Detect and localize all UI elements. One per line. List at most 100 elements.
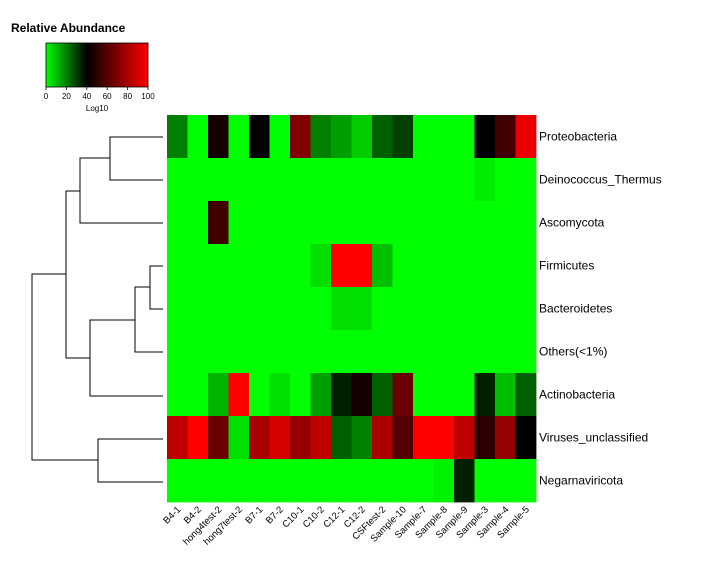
heatmap-cell bbox=[269, 201, 291, 245]
heatmap-cell bbox=[495, 373, 516, 417]
heatmap-cell bbox=[392, 158, 414, 202]
row-label: Viruses_unclassified bbox=[539, 431, 648, 445]
heatmap-cell bbox=[331, 459, 352, 503]
heatmap-cell bbox=[433, 244, 455, 288]
heatmap-cell bbox=[310, 459, 332, 503]
heatmap-cell bbox=[413, 201, 434, 245]
heatmap-cell bbox=[351, 158, 373, 202]
heatmap-cell bbox=[269, 115, 291, 159]
column-label: B4-1 bbox=[161, 504, 183, 526]
heatmap-cell bbox=[228, 416, 250, 460]
color-legend: Relative Abundance 0 20 40 60 80 100 Log10 bbox=[11, 21, 155, 113]
row-label: Bacteroidetes bbox=[539, 302, 612, 316]
dendrogram-branch bbox=[65, 190, 90, 359]
heatmap-cell bbox=[228, 287, 250, 331]
heatmap-cell bbox=[310, 287, 332, 331]
heatmap-cell bbox=[167, 201, 188, 245]
heatmap-cell bbox=[454, 416, 475, 460]
dendrogram-branch bbox=[97, 438, 163, 483]
heatmap-cell bbox=[187, 244, 209, 288]
heatmap-cell bbox=[228, 201, 250, 245]
heatmap-cell bbox=[372, 287, 393, 331]
heatmap-cell bbox=[249, 330, 270, 374]
heatmap-cell bbox=[433, 115, 455, 159]
heatmap-cell bbox=[372, 459, 393, 503]
heatmap-cell bbox=[392, 330, 414, 374]
heatmap-cell bbox=[269, 158, 291, 202]
heatmap-cell bbox=[331, 115, 352, 159]
column-label: C10-2 bbox=[301, 504, 327, 530]
heatmap-cell bbox=[474, 416, 496, 460]
legend-title: Relative Abundance bbox=[11, 21, 126, 35]
heatmap-cell bbox=[433, 416, 455, 460]
heatmap-cell bbox=[187, 416, 209, 460]
heatmap-cell bbox=[228, 330, 250, 374]
row-label: Actinobacteria bbox=[539, 388, 615, 402]
heatmap-cell bbox=[310, 330, 332, 374]
heatmap-cell bbox=[413, 115, 434, 159]
heatmap-cell bbox=[413, 287, 434, 331]
heatmap-cell bbox=[310, 115, 332, 159]
heatmap-cell bbox=[331, 158, 352, 202]
heatmap-cell bbox=[495, 459, 516, 503]
heatmap-cell bbox=[331, 416, 352, 460]
heatmap-cell bbox=[249, 459, 270, 503]
heatmap-cell bbox=[167, 416, 188, 460]
heatmap-cell bbox=[392, 459, 414, 503]
heatmap-cell bbox=[228, 115, 250, 159]
heatmap-cell bbox=[515, 201, 537, 245]
heatmap-cell bbox=[433, 459, 455, 503]
heatmap-cell bbox=[187, 373, 209, 417]
heatmap-cell bbox=[310, 158, 332, 202]
heatmap-cell bbox=[249, 158, 270, 202]
column-labels: B4-1B4-2hong4test-2hong7test-2B7-1B7-2C1… bbox=[161, 504, 531, 547]
heatmap-cell bbox=[310, 373, 332, 417]
heatmap-cell bbox=[269, 287, 291, 331]
heatmap-cell bbox=[167, 373, 188, 417]
heatmap-cell bbox=[208, 330, 229, 374]
heatmap-cell bbox=[167, 244, 188, 288]
heatmap-cell bbox=[228, 373, 250, 417]
heatmap-cell bbox=[310, 416, 332, 460]
heatmap-cell bbox=[433, 158, 455, 202]
heatmap-cell bbox=[474, 330, 496, 374]
heatmap-cell bbox=[290, 115, 311, 159]
heatmap-cell bbox=[310, 244, 332, 288]
dendrogram-branch bbox=[89, 319, 163, 397]
heatmap-cell bbox=[249, 115, 270, 159]
heatmap-cell bbox=[372, 115, 393, 159]
heatmap-cell bbox=[167, 115, 188, 159]
column-label: C12-1 bbox=[321, 504, 347, 530]
heatmap-cell bbox=[331, 201, 352, 245]
heatmap-cell bbox=[208, 459, 229, 503]
heatmap-cell bbox=[351, 244, 373, 288]
heatmap-cell bbox=[515, 244, 537, 288]
heatmap-cell bbox=[249, 287, 270, 331]
heatmap-cell bbox=[269, 330, 291, 374]
row-label: Deinococcus_Thermus bbox=[539, 173, 662, 187]
heatmap-cell bbox=[433, 373, 455, 417]
heatmap-cell bbox=[167, 330, 188, 374]
heatmap-cell bbox=[208, 416, 229, 460]
legend-tick-label: 60 bbox=[103, 92, 112, 101]
heatmap-cell bbox=[454, 373, 475, 417]
heatmap-cell bbox=[351, 201, 373, 245]
heatmap-cell bbox=[515, 416, 537, 460]
heatmap-cell bbox=[208, 373, 229, 417]
heatmap-cell bbox=[351, 287, 373, 331]
row-label: Negarnaviricota bbox=[539, 474, 623, 488]
heatmap-cell bbox=[269, 373, 291, 417]
heatmap-cell bbox=[495, 330, 516, 374]
heatmap-cell bbox=[474, 459, 496, 503]
legend-tick-label: 40 bbox=[82, 92, 91, 101]
heatmap-cell bbox=[228, 158, 250, 202]
heatmap-cell bbox=[392, 244, 414, 288]
heatmap-cell bbox=[167, 158, 188, 202]
heatmap-cell bbox=[515, 287, 537, 331]
heatmap-cell bbox=[454, 158, 475, 202]
heatmap-cell bbox=[372, 201, 393, 245]
heatmap-cell bbox=[228, 244, 250, 288]
dendrogram-branch bbox=[134, 286, 163, 353]
heatmap-cell bbox=[208, 115, 229, 159]
heatmap-cell bbox=[249, 244, 270, 288]
